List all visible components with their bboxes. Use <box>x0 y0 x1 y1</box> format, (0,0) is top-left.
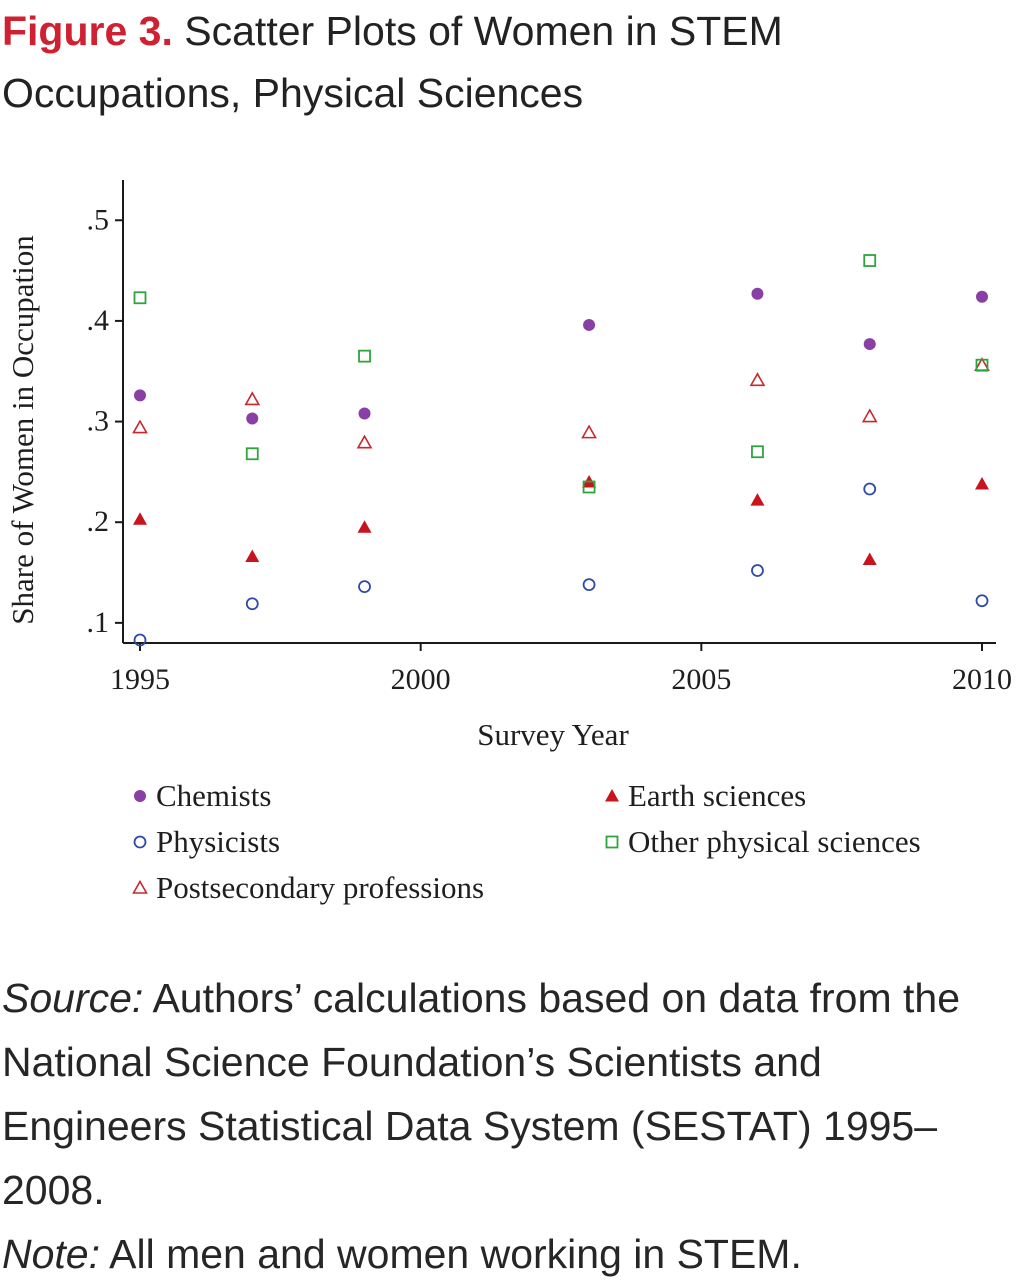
legend-marker-other-physical-sciences <box>605 835 619 849</box>
legend-label-postsecondary-professions: Postsecondary professions <box>156 870 484 905</box>
postsecondary-professions-point <box>861 408 878 423</box>
earth-sciences-point <box>750 493 765 506</box>
other-physical-sciences-point <box>358 349 371 363</box>
x-tick-label: 2010 <box>952 663 1012 696</box>
earth-sciences-point <box>133 512 147 525</box>
chemists-point <box>246 412 259 425</box>
y-tick-label: .1 <box>87 606 110 639</box>
y-tick-label: .3 <box>87 405 110 438</box>
legend-label-physicists: Physicists <box>156 824 280 859</box>
plot-axes: .1 .2 .3 .4 .5 1995 2000 2005 2010 Survey Year Sha… <box>5 180 1012 752</box>
other-physical-sciences-point <box>975 358 989 372</box>
figure-title-text: Scatter Plots of Women in STEM Occupatio… <box>2 8 783 116</box>
legend-marker-earth-sciences <box>605 789 619 802</box>
postsecondary-professions-point <box>244 391 261 406</box>
physicists-point <box>751 564 764 577</box>
chemists-point <box>134 389 146 402</box>
y-tick-label: .5 <box>87 203 110 236</box>
legend-marker-postsecondary-professions <box>132 879 148 894</box>
plot-marks <box>132 254 990 647</box>
earth-sciences-point <box>975 476 989 490</box>
physicists-point <box>582 578 596 592</box>
chemists-point <box>751 287 764 300</box>
chemists-point <box>976 290 988 303</box>
y-tick-label: .2 <box>87 505 110 538</box>
figure-label: Figure 3. <box>2 8 173 54</box>
legend-marker-chemists <box>134 790 146 802</box>
other-physical-sciences-point <box>863 254 877 267</box>
physicists-point <box>245 597 259 611</box>
scatter-chart: .1 .2 .3 .4 .5 1995 2000 2005 2010 Survey Year Sha… <box>5 180 1012 905</box>
physicists-point <box>975 594 989 608</box>
chemists-point <box>863 338 876 351</box>
legend-label-other-physical-sciences: Other physical sciences <box>628 824 921 859</box>
note-text: All men and women working in STEM. <box>109 1231 802 1277</box>
earth-sciences-point <box>357 520 372 533</box>
postsecondary-professions-point <box>356 434 373 449</box>
earth-sciences-point <box>245 549 260 562</box>
postsecondary-professions-point <box>132 419 148 434</box>
note-label: Note: <box>2 1231 100 1277</box>
source-text: Authors’ calculations based on data from… <box>2 975 961 1213</box>
figure-notes: Source: Authors’ calculations based on d… <box>2 966 1014 1286</box>
y-tick-label: .4 <box>87 304 110 337</box>
physicists-point <box>358 580 371 594</box>
source-label: Source: <box>2 975 144 1021</box>
source-note: Source: Authors’ calculations based on d… <box>2 966 1014 1222</box>
legend-label-chemists: Chemists <box>156 778 271 813</box>
note: Note: All men and women working in STEM. <box>2 1222 1014 1286</box>
other-physical-sciences-point <box>582 480 596 494</box>
other-physical-sciences-point <box>133 291 147 305</box>
figure-title: Figure 3. Scatter Plots of Women in STEM… <box>2 0 1012 124</box>
other-physical-sciences-point <box>751 445 764 459</box>
legend-label-earth-sciences: Earth sciences <box>628 778 806 813</box>
chart-legend: Chemists Earth sciences Physicists Other ph… <box>132 778 921 905</box>
x-tick-label: 2000 <box>391 663 451 696</box>
legend-marker-physicists <box>133 835 147 849</box>
x-tick-label: 2005 <box>671 663 731 696</box>
postsecondary-professions-point <box>581 424 597 439</box>
chemists-point <box>583 318 596 331</box>
earth-sciences-point <box>862 552 877 565</box>
physicists-point <box>133 633 147 647</box>
chemists-point <box>358 407 371 420</box>
x-axis-title: Survey Year <box>477 717 629 752</box>
y-axis-title: Share of Women in Occupation <box>5 235 40 625</box>
postsecondary-professions-point <box>749 372 766 387</box>
other-physical-sciences-point <box>245 447 259 461</box>
physicists-point <box>863 482 877 496</box>
x-tick-label: 1995 <box>110 663 170 696</box>
